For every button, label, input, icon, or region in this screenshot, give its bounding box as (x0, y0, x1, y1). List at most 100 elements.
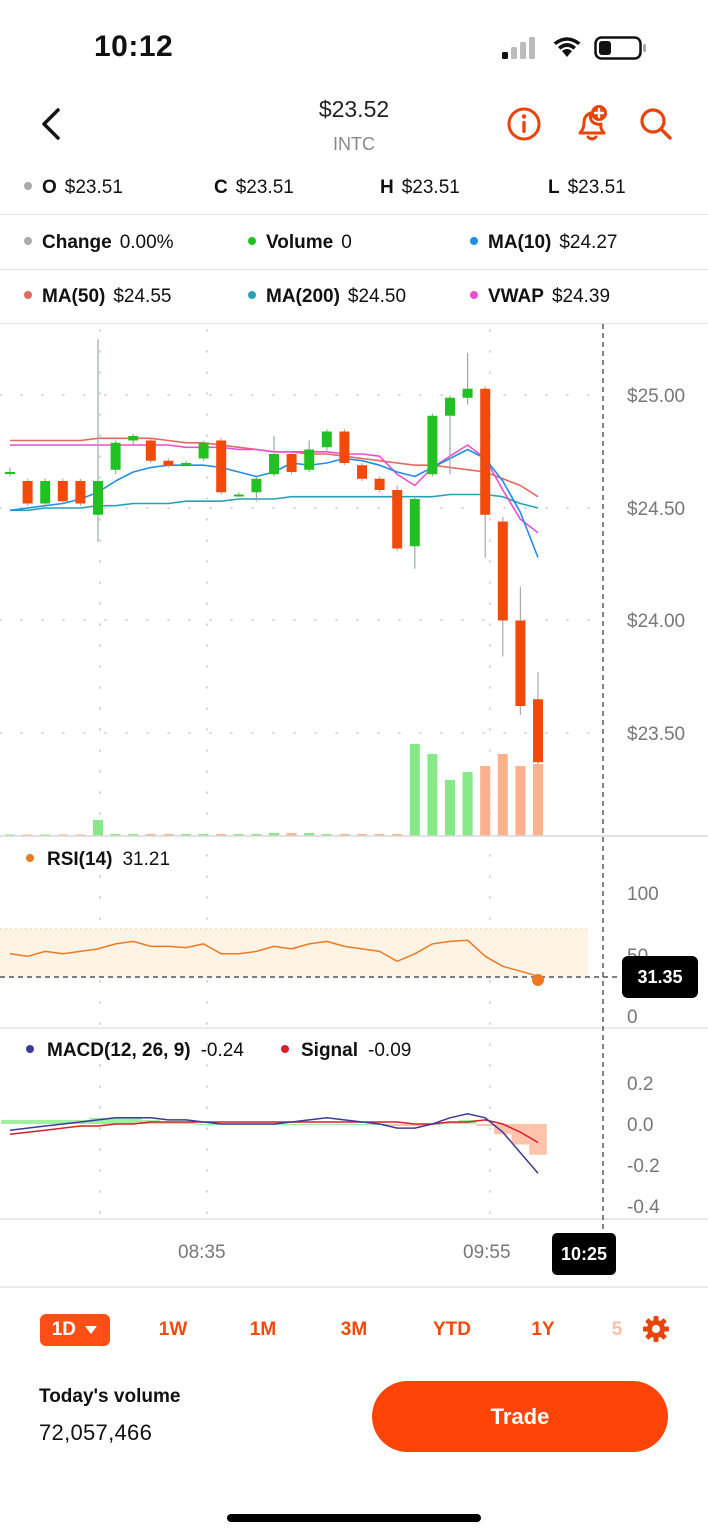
volume-value: 72,057,466 (39, 1420, 153, 1445)
candle-body (357, 465, 367, 479)
macd-histogram-bar (177, 1121, 195, 1124)
stat-key: MA(10) (488, 232, 552, 253)
macd-histogram-bar (89, 1117, 107, 1124)
macd-histogram-bar (511, 1124, 530, 1145)
candle-body (251, 478, 262, 493)
candlesticks (5, 339, 543, 765)
header-price: $23.52 (318, 96, 390, 122)
volume-bar (339, 834, 350, 836)
signal-icon (502, 37, 535, 59)
trade-button[interactable]: Trade (372, 1381, 668, 1452)
range-1m-button[interactable]: 1M (249, 1319, 277, 1340)
crosshair-time-badge: 10:25 (552, 1233, 616, 1275)
rsi-current-dot (532, 974, 544, 986)
candle-body (445, 397, 455, 416)
candle-body (515, 620, 526, 706)
macd-histogram-bar (300, 1124, 318, 1125)
stat-vwap: VWAP $24.39 (470, 286, 610, 308)
stat-low: L $23.51 (548, 177, 626, 199)
chart-grid (0, 329, 601, 1216)
candle-body (163, 460, 174, 466)
volume-bar (145, 834, 156, 836)
range-ytd-button[interactable]: YTD (433, 1319, 471, 1340)
volume-bar (216, 834, 227, 836)
macd-histogram-bar (335, 1124, 354, 1125)
stat-dot (470, 236, 478, 245)
volume-bar (286, 833, 297, 836)
stat-key: O (42, 177, 57, 198)
volume-label: Today's volume (39, 1386, 181, 1407)
candle-body (181, 463, 191, 465)
macd-axis-label: 0.0 (627, 1115, 653, 1136)
header-ticker: INTC (333, 134, 375, 154)
todays-volume: Today's volume 72,057,466 (39, 1386, 180, 1446)
macd-axis: 0.2 0.0 -0.2 -0.4 (627, 1074, 660, 1218)
add-alert-icon[interactable] (572, 104, 612, 144)
signal-legend: Signal -0.09 (301, 1040, 411, 1061)
stat-value: $24.39 (551, 286, 611, 307)
candle-body (75, 481, 86, 504)
stat-key: C (214, 177, 228, 198)
macd-histogram-bar (318, 1124, 336, 1125)
volume-bar (357, 834, 367, 836)
stock-chart[interactable]: $25.00 $24.50 $24.00 $23.50 RSI(14) 31.21 10… (0, 0, 708, 1290)
macd-legend-dot (26, 1045, 34, 1053)
volume-bar (163, 834, 174, 836)
macd-histogram-bar (106, 1117, 125, 1124)
volume-bar (251, 834, 262, 836)
rsi-polyline (9, 939, 539, 977)
caret-down-icon (85, 1326, 98, 1334)
volume-bar (409, 744, 420, 836)
macd-histogram-bar (124, 1117, 142, 1124)
price-axis-label: $25.00 (627, 386, 685, 407)
volume-bar (321, 834, 332, 836)
candle-body (374, 478, 385, 490)
macd-axis-label: -0.4 (627, 1197, 660, 1218)
back-button[interactable] (34, 104, 70, 144)
macd-histogram-bar (1, 1119, 19, 1124)
gear-icon[interactable] (641, 1314, 671, 1344)
candle-body (57, 481, 68, 502)
stat-value: $24.50 (347, 286, 407, 307)
range-1w-button[interactable]: 1W (158, 1319, 188, 1340)
candle-body (427, 415, 438, 475)
stat-high: H $23.51 (380, 177, 460, 199)
candle-body (198, 442, 209, 459)
info-icon[interactable] (504, 104, 544, 144)
status-bar: 10:12 (0, 0, 708, 90)
candle-body (304, 449, 315, 470)
home-indicator (227, 1514, 481, 1522)
rsi-legend: RSI(14) 31.21 (47, 849, 170, 870)
stat-dot (24, 290, 32, 299)
volume-bar (480, 766, 491, 836)
volume-bar (515, 766, 526, 836)
range-1d-button[interactable]: 1D (40, 1314, 110, 1346)
candle-body (321, 431, 332, 448)
stat-key: Volume (266, 232, 334, 253)
wifi-icon (553, 37, 581, 57)
range-1y-button[interactable]: 1Y (531, 1319, 555, 1340)
volume-bar (392, 834, 403, 836)
volume-bars (5, 744, 543, 836)
signal-polyline (9, 1119, 539, 1144)
candle-body (462, 388, 473, 398)
search-icon[interactable] (636, 104, 676, 144)
stat-value: 0 (341, 232, 352, 253)
volume-bar (497, 754, 508, 836)
volume-bar (374, 834, 385, 836)
range-more-button[interactable]: 5 (611, 1319, 623, 1340)
macd-histogram-bar (54, 1119, 72, 1124)
range-selector: 1D 1W 1M 3M YTD 1Y 5 (0, 1306, 708, 1352)
price-axis-label: $24.00 (627, 611, 685, 632)
range-3m-button[interactable]: 3M (340, 1319, 368, 1340)
macd-histogram-bar (159, 1121, 178, 1124)
stat-dot (470, 290, 478, 299)
macd-histogram-bar (36, 1119, 54, 1124)
macd-histogram-bar (282, 1124, 301, 1125)
volume-bar (269, 833, 279, 836)
stat-value: $23.51 (235, 177, 294, 198)
macd-legend: MACD(12, 26, 9) -0.24 (47, 1040, 244, 1061)
candle-body (93, 481, 103, 515)
macd-histogram-bar (18, 1119, 37, 1124)
macd-histogram-bar (194, 1124, 213, 1125)
